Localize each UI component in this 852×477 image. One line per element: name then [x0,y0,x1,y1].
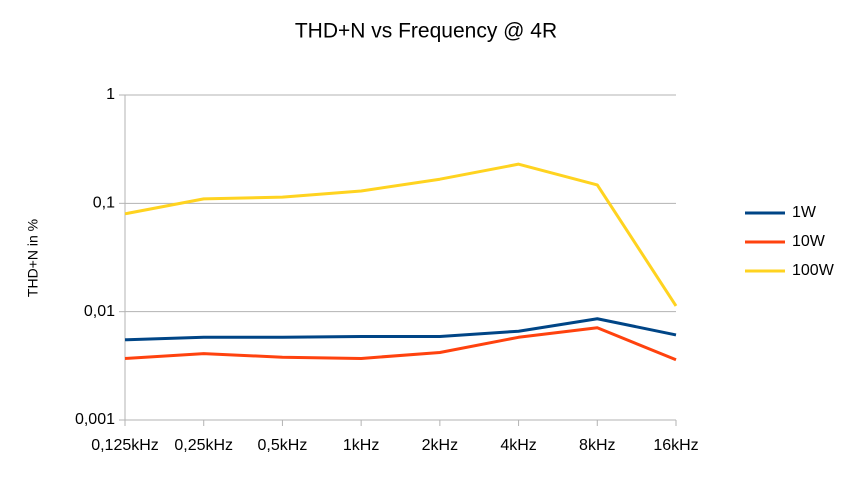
y-tick-label: 1 [106,86,115,103]
x-tick-label: 0,125kHz [91,437,159,454]
line-series [124,317,677,342]
x-tick-label: 0,5kHz [258,437,308,454]
legend-label: 100W [792,262,835,279]
y-tick-label: 0,1 [93,195,115,212]
x-tick-label: 0,25kHz [174,437,233,454]
x-tick-label: 4kHz [500,437,536,454]
x-tick-label: 2kHz [422,437,458,454]
y-tick-label: 0,001 [75,411,115,428]
x-tick-label: 16kHz [653,437,698,454]
x-tick-label: 8kHz [579,437,615,454]
y-axis-label: THD+N in % [25,219,41,297]
line-series [124,162,678,307]
legend-label: 10W [792,233,826,250]
legend-label: 1W [792,204,817,221]
x-tick-label: 1kHz [343,437,379,454]
line-series [124,326,677,362]
y-tick-label: 0,01 [84,303,115,320]
chart-title: THD+N vs Frequency @ 4R [295,20,557,43]
